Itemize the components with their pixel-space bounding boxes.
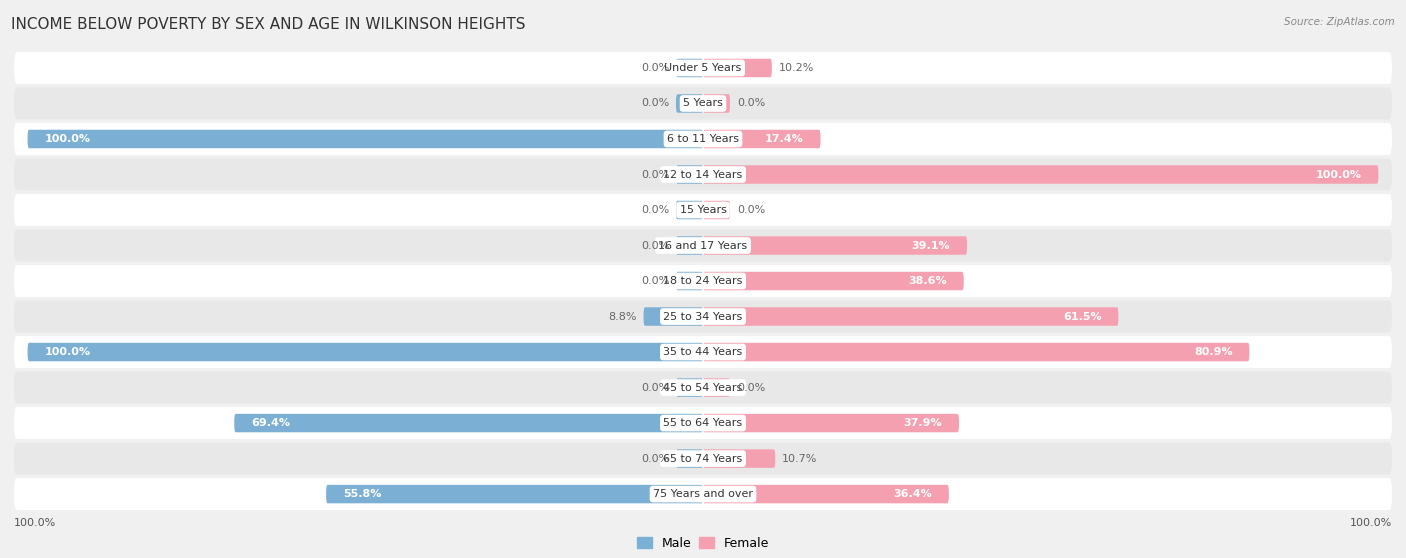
FancyBboxPatch shape — [676, 94, 703, 113]
Text: 0.0%: 0.0% — [641, 170, 669, 180]
FancyBboxPatch shape — [676, 378, 703, 397]
Text: 8.8%: 8.8% — [609, 311, 637, 321]
Text: INCOME BELOW POVERTY BY SEX AND AGE IN WILKINSON HEIGHTS: INCOME BELOW POVERTY BY SEX AND AGE IN W… — [11, 17, 526, 32]
FancyBboxPatch shape — [703, 485, 949, 503]
Text: 0.0%: 0.0% — [737, 98, 765, 108]
Text: 25 to 34 Years: 25 to 34 Years — [664, 311, 742, 321]
FancyBboxPatch shape — [14, 158, 1392, 190]
Text: Source: ZipAtlas.com: Source: ZipAtlas.com — [1284, 17, 1395, 27]
Text: 10.7%: 10.7% — [782, 454, 817, 464]
FancyBboxPatch shape — [703, 94, 730, 113]
FancyBboxPatch shape — [14, 265, 1392, 297]
FancyBboxPatch shape — [703, 165, 1378, 184]
Text: 100.0%: 100.0% — [45, 134, 90, 144]
Text: 55.8%: 55.8% — [343, 489, 381, 499]
Text: 0.0%: 0.0% — [641, 240, 669, 251]
Text: 35 to 44 Years: 35 to 44 Years — [664, 347, 742, 357]
Text: 100.0%: 100.0% — [1350, 518, 1392, 528]
FancyBboxPatch shape — [14, 442, 1392, 474]
FancyBboxPatch shape — [703, 307, 1118, 326]
Text: 16 and 17 Years: 16 and 17 Years — [658, 240, 748, 251]
FancyBboxPatch shape — [14, 301, 1392, 333]
Text: 45 to 54 Years: 45 to 54 Years — [664, 383, 742, 393]
FancyBboxPatch shape — [644, 307, 703, 326]
FancyBboxPatch shape — [14, 229, 1392, 262]
FancyBboxPatch shape — [28, 343, 703, 361]
Text: 0.0%: 0.0% — [641, 454, 669, 464]
FancyBboxPatch shape — [676, 59, 703, 77]
Text: 5 Years: 5 Years — [683, 98, 723, 108]
Text: 0.0%: 0.0% — [641, 63, 669, 73]
FancyBboxPatch shape — [676, 165, 703, 184]
Text: 10.2%: 10.2% — [779, 63, 814, 73]
FancyBboxPatch shape — [703, 236, 967, 255]
Text: 100.0%: 100.0% — [14, 518, 56, 528]
Text: 65 to 74 Years: 65 to 74 Years — [664, 454, 742, 464]
FancyBboxPatch shape — [14, 407, 1392, 439]
Text: 18 to 24 Years: 18 to 24 Years — [664, 276, 742, 286]
Text: 0.0%: 0.0% — [737, 205, 765, 215]
Legend: Male, Female: Male, Female — [631, 532, 775, 555]
FancyBboxPatch shape — [235, 414, 703, 432]
FancyBboxPatch shape — [676, 236, 703, 255]
FancyBboxPatch shape — [14, 88, 1392, 119]
FancyBboxPatch shape — [14, 478, 1392, 510]
Text: 6 to 11 Years: 6 to 11 Years — [666, 134, 740, 144]
Text: 0.0%: 0.0% — [641, 205, 669, 215]
Text: 36.4%: 36.4% — [893, 489, 932, 499]
Text: 0.0%: 0.0% — [641, 383, 669, 393]
Text: 69.4%: 69.4% — [252, 418, 290, 428]
FancyBboxPatch shape — [703, 201, 730, 219]
FancyBboxPatch shape — [703, 378, 730, 397]
Text: 80.9%: 80.9% — [1194, 347, 1233, 357]
FancyBboxPatch shape — [14, 336, 1392, 368]
Text: 0.0%: 0.0% — [641, 98, 669, 108]
Text: 0.0%: 0.0% — [737, 383, 765, 393]
FancyBboxPatch shape — [676, 272, 703, 290]
Text: Under 5 Years: Under 5 Years — [665, 63, 741, 73]
FancyBboxPatch shape — [14, 372, 1392, 403]
Text: 61.5%: 61.5% — [1063, 311, 1101, 321]
FancyBboxPatch shape — [14, 52, 1392, 84]
Text: 100.0%: 100.0% — [45, 347, 90, 357]
Text: 55 to 64 Years: 55 to 64 Years — [664, 418, 742, 428]
FancyBboxPatch shape — [676, 201, 703, 219]
FancyBboxPatch shape — [703, 449, 775, 468]
Text: 75 Years and over: 75 Years and over — [652, 489, 754, 499]
Text: 12 to 14 Years: 12 to 14 Years — [664, 170, 742, 180]
Text: 38.6%: 38.6% — [908, 276, 946, 286]
Text: 15 Years: 15 Years — [679, 205, 727, 215]
FancyBboxPatch shape — [14, 123, 1392, 155]
FancyBboxPatch shape — [28, 130, 703, 148]
FancyBboxPatch shape — [326, 485, 703, 503]
FancyBboxPatch shape — [14, 194, 1392, 226]
Text: 17.4%: 17.4% — [765, 134, 804, 144]
FancyBboxPatch shape — [703, 130, 821, 148]
FancyBboxPatch shape — [703, 59, 772, 77]
Text: 0.0%: 0.0% — [641, 276, 669, 286]
FancyBboxPatch shape — [703, 414, 959, 432]
FancyBboxPatch shape — [676, 449, 703, 468]
Text: 37.9%: 37.9% — [904, 418, 942, 428]
FancyBboxPatch shape — [703, 272, 963, 290]
Text: 100.0%: 100.0% — [1316, 170, 1361, 180]
Text: 39.1%: 39.1% — [911, 240, 950, 251]
FancyBboxPatch shape — [703, 343, 1250, 361]
